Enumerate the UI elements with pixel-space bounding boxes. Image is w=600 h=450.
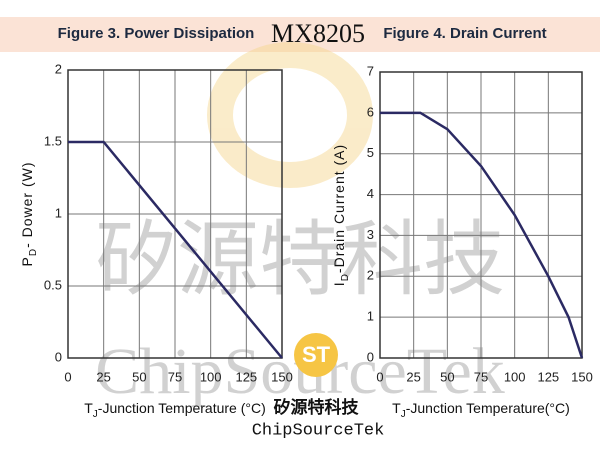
watermark-chinese: 矽源特科技 — [95, 212, 505, 307]
chart: Figure 3. Power Dissipation 0 0.5 1 1.5 2 0 25 5… — [19, 25, 293, 420]
x-axis-label: TJ-Junction Temperature (°C) — [84, 400, 266, 420]
x-axis-label-part: J — [401, 409, 406, 420]
chart-title: Figure 3. Power Dissipation — [58, 25, 255, 42]
x-tick-label: 150 — [271, 369, 293, 384]
x-tick-label: 75 — [168, 369, 182, 384]
logo-glyph: ST — [302, 342, 331, 367]
x-tick-label: 0 — [376, 369, 383, 384]
x-axis-label-part: -Junction Temperature(°C) — [406, 400, 570, 416]
chart-title: Figure 4. Drain Current — [383, 25, 546, 42]
plot-frame — [379, 71, 583, 359]
y-tick-label: 1 — [55, 205, 62, 220]
y-tick-label: 0.5 — [44, 277, 62, 292]
logo-mark — [294, 333, 338, 377]
y-tick-label: 2 — [55, 61, 62, 76]
chart: Figure 4. Drain Current 0 1 2 3 4 5 6 7 0 25 50 75 10… — [331, 25, 593, 420]
watermark: 矽源特科技 ChipSourceTek — [95, 42, 505, 408]
x-tick-label: 150 — [571, 369, 593, 384]
x-axis-label-part: T — [392, 400, 401, 416]
x-tick-label: 50 — [132, 369, 146, 384]
x-tick-label: 100 — [504, 369, 526, 384]
logo-latin: ChipSourceTek — [252, 421, 385, 440]
x-tick-label: 0 — [64, 369, 71, 384]
header-band — [0, 17, 600, 52]
y-tick-label: 4 — [367, 186, 374, 201]
y-axis-label: PD- Dower (W) — [19, 161, 39, 266]
x-tick-label: 75 — [474, 369, 488, 384]
x-tick-label: 50 — [440, 369, 454, 384]
y-tick-label: 0 — [367, 349, 374, 364]
x-tick-label: 25 — [96, 369, 110, 384]
y-tick-label: 0 — [55, 349, 62, 364]
data-line — [68, 140, 283, 359]
y-tick-label: 2 — [367, 268, 374, 283]
plot-frame — [67, 69, 283, 359]
x-axis-label-part: -Junction Temperature (°C) — [98, 400, 266, 416]
y-axis-label-part: - Dower (W) — [19, 161, 35, 247]
logo: ST 矽源特科技 ChipSourceTek — [252, 333, 385, 440]
watermark-logo — [207, 42, 373, 188]
logo-chinese: 矽源特科技 — [274, 397, 360, 418]
y-tick-label: 5 — [367, 145, 374, 160]
y-axis-label-part: D — [28, 248, 39, 256]
y-axis-label-part: -Drain Current (A) — [331, 144, 347, 273]
x-tick-label: 100 — [200, 369, 222, 384]
y-axis-label-part: P — [19, 256, 35, 266]
x-axis-label-part: J — [93, 409, 98, 420]
x-axis-label-part: T — [84, 400, 93, 416]
y-tick-label: 6 — [367, 104, 374, 119]
x-axis-label: TJ-Junction Temperature(°C) — [392, 400, 570, 420]
y-axis-label: ID-Drain Current (A) — [331, 144, 351, 286]
x-tick-label: 125 — [235, 369, 257, 384]
part-number: MX8205 — [271, 19, 365, 48]
y-axis-label-part: D — [340, 273, 351, 281]
y-tick-label: 1 — [367, 309, 374, 324]
x-tick-label: 25 — [406, 369, 420, 384]
y-axis-label-part: I — [331, 281, 347, 286]
y-tick-label: 7 — [367, 63, 374, 78]
y-tick-label: 1.5 — [44, 133, 62, 148]
x-tick-label: 125 — [537, 369, 559, 384]
data-line — [380, 111, 584, 359]
y-tick-label: 3 — [367, 227, 374, 242]
